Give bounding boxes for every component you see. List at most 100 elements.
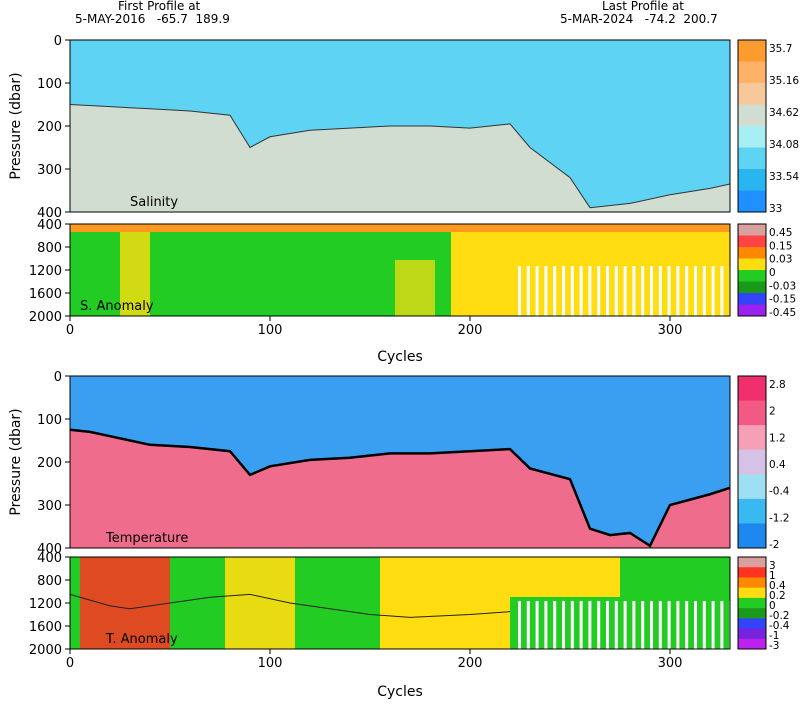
colorbar-tick-label: 1 <box>769 570 776 582</box>
y-tick-label: 400 <box>37 542 62 557</box>
colorbar-swatch <box>738 498 766 524</box>
data-gap-stripe <box>676 266 680 316</box>
data-gap-stripe <box>729 266 733 316</box>
data-gap-stripe <box>632 601 636 649</box>
data-gap-stripe <box>658 266 662 316</box>
colorbar-tick-label: 0.03 <box>769 254 792 266</box>
colorbar-swatch <box>738 258 766 271</box>
salinity-anomaly-surface-band <box>70 224 730 232</box>
data-gap-stripe <box>588 601 592 649</box>
first-profile-values: 5-MAY-2016 -65.7 189.9 <box>75 12 230 26</box>
data-gap-stripe <box>623 266 627 316</box>
y-tick-label: 400 <box>37 551 62 566</box>
colorbar-swatch <box>738 638 766 650</box>
data-gap-stripe <box>685 601 689 649</box>
data-gap-stripe <box>641 266 645 316</box>
temperature-anomaly-y-axis: 400 800 1200 1600 2000 <box>29 551 70 658</box>
data-gap-stripe <box>606 266 609 316</box>
colorbar-swatch <box>738 126 766 148</box>
data-gap-stripe <box>702 601 706 649</box>
colorbar-swatch <box>738 104 766 127</box>
colorbar-swatch <box>738 618 766 630</box>
colorbar-tick-label: 33 <box>769 203 782 215</box>
colorbar-tick-label: 0 <box>769 267 776 279</box>
data-gap-stripe <box>553 266 557 316</box>
colorbar-frame <box>737 375 767 549</box>
data-gap-stripe <box>606 601 609 649</box>
colorbar-tick-label: 2 <box>769 406 776 418</box>
colorbar-tick-label: 0 <box>769 600 776 612</box>
colorbar-tick-label: 34.08 <box>769 139 799 151</box>
temperature-anomaly-panel-label: T. Anomaly <box>105 632 178 647</box>
colorbar-swatch <box>738 224 766 236</box>
data-gap-stripe <box>535 266 539 316</box>
temperature-anomaly-mild-region-3 <box>510 557 620 597</box>
salinity-anomaly-y-axis: 400 800 1200 1600 2000 <box>29 218 70 325</box>
x-tick-label: 300 <box>658 656 683 671</box>
colorbar-frame <box>737 39 767 213</box>
data-gap-stripe <box>623 601 627 649</box>
x-tick-label: 100 <box>258 323 283 338</box>
data-gap-stripe <box>694 266 697 316</box>
data-gap-stripe <box>720 266 724 316</box>
colorbar-swatch <box>738 235 766 248</box>
colorbar-swatch <box>738 169 766 191</box>
y-tick-label: 1200 <box>29 597 62 612</box>
colorbar-tick-label: -1 <box>769 630 779 642</box>
bottom-x-axis: 0 100 200 300 <box>66 649 683 671</box>
colorbar-frame <box>737 556 767 650</box>
salinity-anomaly-colorbar: 0.450.15 0.030-0.03 -0.15-0.45 <box>737 223 796 319</box>
y-tick-label: 400 <box>37 206 62 221</box>
data-gap-stripe <box>658 601 662 649</box>
colorbar-tick-label: 35.16 <box>769 75 799 87</box>
data-gap-stripe <box>711 266 715 316</box>
temperature-anomaly-warm-region <box>80 557 170 649</box>
colorbar-swatch <box>738 293 766 305</box>
x-tick-label: 0 <box>66 323 74 338</box>
top-x-axis-label: Cycles <box>377 349 423 365</box>
x-tick-label: 100 <box>258 656 283 671</box>
salinity-panel-label: Salinity <box>130 195 178 210</box>
colorbar-tick-label: 0.2 <box>769 590 786 602</box>
data-gap-stripe <box>570 266 574 316</box>
salinity-colorbar: 35.7 35.16 34.62 34.08 33.54 33 <box>737 39 799 215</box>
salinity-anomaly-mid-region <box>395 260 435 316</box>
temperature-anomaly-mild-region-2 <box>380 557 510 649</box>
colorbar-swatch <box>738 281 766 294</box>
colorbar-tick-label: -0.45 <box>769 307 796 319</box>
data-gap-stripe <box>641 601 645 649</box>
temperature-y-axis: 0 100 200 300 400 <box>37 370 70 557</box>
x-tick-label: 0 <box>66 656 74 671</box>
data-gap-stripe <box>562 266 565 316</box>
y-tick-label: 200 <box>37 456 62 471</box>
y-tick-label: 1600 <box>29 287 62 302</box>
data-gap-stripe <box>632 266 636 316</box>
salinity-isohaline <box>69 104 731 209</box>
salinity-panel: Salinity 0 100 200 300 400 Pressure (dbar) 3… <box>8 34 799 221</box>
temperature-anomaly-line <box>69 593 511 618</box>
y-tick-label: 1600 <box>29 620 62 635</box>
data-gap-stripe <box>711 601 715 649</box>
data-gap-stripe <box>526 266 530 316</box>
data-gap-stripe <box>518 266 521 316</box>
data-gap-stripe <box>650 266 653 316</box>
colorbar-tick-label: 33.54 <box>769 171 799 183</box>
colorbar-swatch <box>738 83 766 105</box>
data-gap-stripe <box>570 601 574 649</box>
figure-header: First Profile at 5-MAY-2016 -65.7 189.9 … <box>75 0 718 26</box>
y-tick-label: 200 <box>37 120 62 135</box>
data-gap-stripe <box>667 266 671 316</box>
data-gap-stripe <box>544 266 548 316</box>
top-x-axis: 0 100 200 300 <box>66 316 683 338</box>
colorbar-tick-label: 34.62 <box>769 107 799 119</box>
data-gap-stripe <box>544 601 548 649</box>
colorbar-tick-label: 0.4 <box>769 459 786 471</box>
data-gap-stripe <box>526 601 530 649</box>
x-tick-label: 300 <box>658 323 683 338</box>
temperature-anomaly-colorbar: 310.40.20-0.2-0.4-1-3 <box>737 556 790 652</box>
salinity-anomaly-warm-streak <box>120 232 150 316</box>
last-profile-values: 5-MAR-2024 -74.2 200.7 <box>560 12 718 26</box>
colorbar-swatch <box>738 597 766 609</box>
colorbar-tick-label: -0.4 <box>769 620 790 632</box>
